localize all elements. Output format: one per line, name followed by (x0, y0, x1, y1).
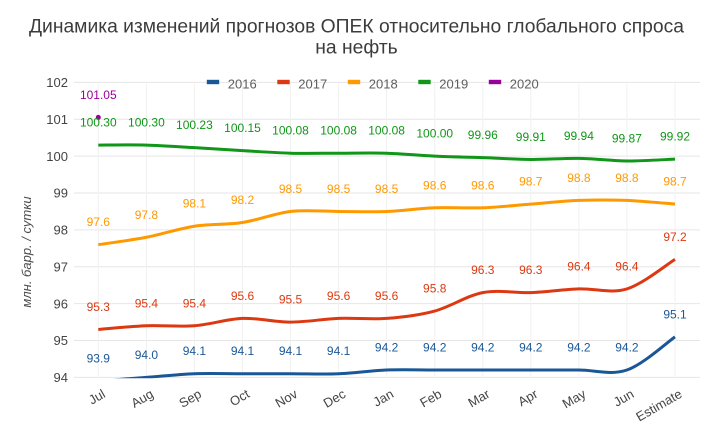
svg-text:95.3: 95.3 (87, 300, 111, 314)
svg-text:94: 94 (54, 370, 68, 385)
svg-text:100: 100 (46, 149, 68, 164)
svg-text:2018: 2018 (369, 77, 398, 92)
svg-text:94.1: 94.1 (183, 344, 207, 358)
svg-text:94.2: 94.2 (423, 341, 447, 355)
svg-text:100.00: 100.00 (416, 127, 453, 141)
svg-text:94.2: 94.2 (615, 341, 639, 355)
svg-text:100.08: 100.08 (368, 124, 405, 138)
svg-text:98.8: 98.8 (567, 171, 591, 185)
svg-text:98.8: 98.8 (615, 171, 639, 185)
svg-text:2016: 2016 (228, 77, 257, 92)
svg-text:Динамика изменений прогнозов О: Динамика изменений прогнозов ОПЕК относи… (29, 17, 684, 38)
svg-text:96.4: 96.4 (567, 259, 591, 273)
svg-text:95.4: 95.4 (135, 296, 159, 310)
svg-text:98.7: 98.7 (519, 175, 543, 189)
svg-text:95.4: 95.4 (183, 296, 207, 310)
svg-text:100.30: 100.30 (80, 116, 117, 130)
svg-text:98.7: 98.7 (663, 175, 687, 189)
svg-text:Jul: Jul (86, 386, 108, 407)
svg-text:99.92: 99.92 (660, 130, 690, 144)
svg-text:99.94: 99.94 (564, 129, 594, 143)
svg-text:94.2: 94.2 (567, 341, 591, 355)
svg-text:97.2: 97.2 (663, 230, 687, 244)
svg-text:99.87: 99.87 (612, 131, 642, 145)
svg-text:100.30: 100.30 (128, 116, 165, 130)
svg-text:94.1: 94.1 (279, 344, 303, 358)
svg-text:94.0: 94.0 (135, 348, 159, 362)
svg-text:97: 97 (54, 259, 68, 274)
svg-text:94.2: 94.2 (471, 341, 495, 355)
svg-text:98.6: 98.6 (423, 178, 447, 192)
svg-text:101.05: 101.05 (80, 88, 117, 102)
svg-text:98.2: 98.2 (231, 193, 255, 207)
svg-text:95.5: 95.5 (279, 293, 303, 307)
svg-text:98.5: 98.5 (327, 182, 351, 196)
svg-text:95.8: 95.8 (423, 282, 447, 296)
svg-text:2019: 2019 (439, 77, 468, 92)
svg-text:94.2: 94.2 (519, 341, 543, 355)
svg-text:102: 102 (46, 75, 68, 90)
svg-text:94.1: 94.1 (231, 344, 255, 358)
svg-text:на нефть: на нефть (315, 38, 397, 59)
svg-text:98.6: 98.6 (471, 178, 495, 192)
svg-text:99: 99 (54, 186, 68, 201)
svg-text:97.8: 97.8 (135, 208, 159, 222)
svg-text:95.1: 95.1 (663, 307, 687, 321)
svg-text:96.4: 96.4 (615, 259, 639, 273)
svg-text:99.96: 99.96 (468, 128, 498, 142)
svg-text:100.08: 100.08 (320, 124, 357, 138)
svg-text:95: 95 (54, 333, 68, 348)
svg-text:100.23: 100.23 (176, 118, 213, 132)
svg-text:97.6: 97.6 (87, 215, 111, 229)
svg-text:98.5: 98.5 (279, 182, 303, 196)
svg-text:98: 98 (54, 223, 68, 238)
svg-text:95.6: 95.6 (375, 289, 399, 303)
svg-text:98.5: 98.5 (375, 182, 399, 196)
svg-text:100.08: 100.08 (272, 124, 309, 138)
svg-text:100.15: 100.15 (224, 121, 261, 135)
svg-text:96: 96 (54, 296, 68, 311)
svg-text:98.1: 98.1 (183, 197, 207, 211)
svg-text:95.6: 95.6 (327, 289, 351, 303)
svg-text:93.9: 93.9 (87, 352, 111, 366)
svg-text:101: 101 (46, 112, 68, 127)
svg-text:95.6: 95.6 (231, 289, 255, 303)
svg-text:99.91: 99.91 (516, 130, 546, 144)
svg-text:2017: 2017 (298, 77, 327, 92)
svg-text:94.2: 94.2 (375, 341, 399, 355)
svg-text:96.3: 96.3 (471, 263, 495, 277)
svg-text:млн. барр. / сутки: млн. барр. / сутки (19, 196, 34, 307)
svg-text:94.1: 94.1 (327, 344, 351, 358)
svg-text:96.3: 96.3 (519, 263, 543, 277)
svg-text:2020: 2020 (510, 77, 539, 92)
